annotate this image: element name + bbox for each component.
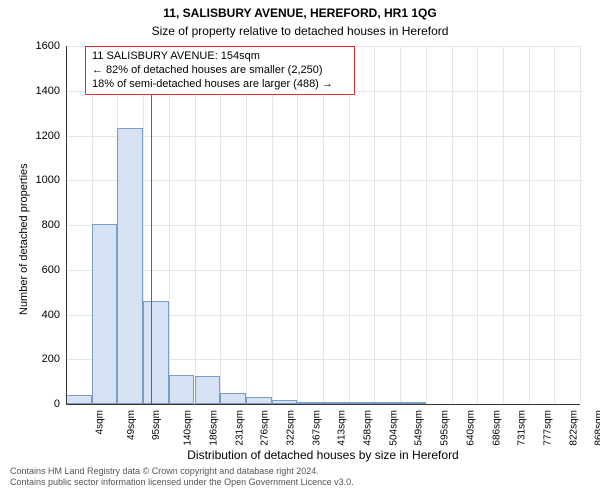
y-tick-label: 1400 bbox=[26, 85, 60, 97]
gridline-vertical bbox=[503, 46, 504, 404]
annotation-line-1: 11 SALISBURY AVENUE: 154sqm bbox=[92, 50, 348, 64]
histogram-bar bbox=[143, 301, 169, 404]
property-marker-line bbox=[151, 46, 152, 404]
x-tick-label: 686sqm bbox=[491, 410, 502, 446]
x-tick-label: 95sqm bbox=[151, 410, 162, 440]
x-tick-label: 595sqm bbox=[440, 410, 451, 446]
y-tick-label: 800 bbox=[26, 219, 60, 231]
gridline-vertical bbox=[400, 46, 401, 404]
chart-container: 11, SALISBURY AVENUE, HEREFORD, HR1 1QG … bbox=[0, 0, 600, 500]
x-tick-label: 140sqm bbox=[183, 410, 194, 446]
footer-attribution: Contains HM Land Registry data © Crown c… bbox=[10, 466, 354, 488]
gridline-vertical bbox=[323, 46, 324, 404]
gridline-vertical bbox=[349, 46, 350, 404]
x-tick-label: 868sqm bbox=[594, 410, 600, 446]
gridline-vertical bbox=[452, 46, 453, 404]
y-axis-line bbox=[66, 46, 67, 404]
x-tick-label: 231sqm bbox=[234, 410, 245, 446]
gridline-vertical bbox=[580, 46, 581, 404]
gridline-vertical bbox=[477, 46, 478, 404]
x-tick-label: 504sqm bbox=[388, 410, 399, 446]
x-tick-label: 822sqm bbox=[568, 410, 579, 446]
gridline-vertical bbox=[246, 46, 247, 404]
footer-line-1: Contains HM Land Registry data © Crown c… bbox=[10, 466, 354, 477]
x-tick-label: 322sqm bbox=[285, 410, 296, 446]
gridline-vertical bbox=[272, 46, 273, 404]
annotation-line-2: ← 82% of detached houses are smaller (2,… bbox=[92, 64, 348, 78]
y-tick-label: 1600 bbox=[26, 40, 60, 52]
gridline-vertical bbox=[220, 46, 221, 404]
gridline-vertical bbox=[195, 46, 196, 404]
y-tick-label: 600 bbox=[26, 264, 60, 276]
gridline-vertical bbox=[374, 46, 375, 404]
x-axis-label: Distribution of detached houses by size … bbox=[66, 448, 580, 462]
y-tick-label: 400 bbox=[26, 309, 60, 321]
x-tick-label: 640sqm bbox=[465, 410, 476, 446]
y-tick-label: 200 bbox=[26, 353, 60, 365]
annotation-box: 11 SALISBURY AVENUE: 154sqm ← 82% of det… bbox=[85, 46, 355, 95]
x-tick-label: 367sqm bbox=[311, 410, 322, 446]
y-tick-label: 0 bbox=[26, 398, 60, 410]
gridline-vertical bbox=[426, 46, 427, 404]
chart-title-subtitle: Size of property relative to detached ho… bbox=[0, 24, 600, 38]
x-tick-label: 458sqm bbox=[363, 410, 374, 446]
x-tick-label: 731sqm bbox=[517, 410, 528, 446]
histogram-bar bbox=[169, 375, 195, 404]
histogram-bar bbox=[195, 376, 221, 404]
histogram-bar bbox=[92, 224, 118, 404]
gridline-vertical bbox=[554, 46, 555, 404]
x-tick-label: 413sqm bbox=[337, 410, 348, 446]
x-tick-label: 186sqm bbox=[208, 410, 219, 446]
histogram-bar bbox=[220, 393, 246, 404]
gridline-vertical bbox=[169, 46, 170, 404]
annotation-line-3: 18% of semi-detached houses are larger (… bbox=[92, 78, 348, 92]
plot-area bbox=[66, 46, 580, 404]
x-tick-label: 777sqm bbox=[542, 410, 553, 446]
x-tick-label: 549sqm bbox=[414, 410, 425, 446]
x-tick-label: 276sqm bbox=[260, 410, 271, 446]
x-axis-line bbox=[66, 404, 580, 405]
chart-title-address: 11, SALISBURY AVENUE, HEREFORD, HR1 1QG bbox=[0, 6, 600, 20]
histogram-bar bbox=[246, 397, 272, 404]
x-tick-label: 49sqm bbox=[126, 410, 137, 440]
histogram-bar bbox=[117, 128, 143, 404]
x-tick-label: 4sqm bbox=[94, 410, 105, 434]
footer-line-2: Contains public sector information licen… bbox=[10, 477, 354, 488]
gridline-vertical bbox=[529, 46, 530, 404]
y-tick-label: 1200 bbox=[26, 130, 60, 142]
y-tick-label: 1000 bbox=[26, 174, 60, 186]
histogram-bar bbox=[66, 395, 92, 404]
gridline-vertical bbox=[297, 46, 298, 404]
